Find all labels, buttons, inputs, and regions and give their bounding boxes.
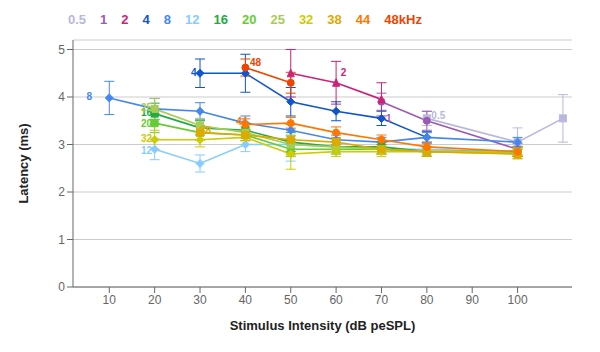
svg-text:20: 20 — [148, 293, 162, 307]
svg-text:44: 44 — [236, 116, 248, 127]
svg-text:Stimulus Intensity (dB peSPL): Stimulus Intensity (dB peSPL) — [230, 318, 416, 333]
svg-text:50: 50 — [284, 293, 298, 307]
svg-text:38: 38 — [200, 125, 212, 136]
html-text:2: 2 — [121, 11, 129, 27]
svg-text:100: 100 — [508, 293, 528, 307]
html-text:44: 44 — [355, 11, 371, 27]
html-text:8: 8 — [163, 11, 171, 27]
svg-text:Latency (ms): Latency (ms) — [16, 123, 31, 203]
html-text:25: 25 — [270, 11, 285, 27]
svg-text:0.5: 0.5 — [431, 110, 445, 121]
svg-text:3: 3 — [58, 138, 65, 152]
svg-text:20: 20 — [141, 118, 153, 129]
svg-text:70: 70 — [375, 293, 389, 307]
html-text:20: 20 — [242, 11, 257, 27]
svg-text:10: 10 — [103, 293, 117, 307]
svg-text:1: 1 — [58, 233, 65, 247]
html-text:12: 12 — [185, 11, 200, 27]
svg-text:1: 1 — [386, 113, 392, 124]
html-text:32: 32 — [298, 11, 314, 27]
html-text:4: 4 — [142, 11, 150, 27]
html-text:16: 16 — [213, 11, 228, 27]
svg-text:12: 12 — [141, 145, 153, 156]
svg-text:4: 4 — [191, 67, 197, 78]
html-text:1: 1 — [100, 11, 108, 27]
svg-text:4: 4 — [58, 90, 65, 104]
svg-text:8: 8 — [87, 91, 93, 102]
svg-text:2: 2 — [341, 67, 347, 78]
svg-text:60: 60 — [329, 293, 343, 307]
svg-text:25: 25 — [141, 102, 153, 113]
svg-text:32: 32 — [141, 133, 153, 144]
svg-text:80: 80 — [420, 293, 434, 307]
svg-text:2: 2 — [58, 185, 65, 199]
svg-text:90: 90 — [466, 293, 480, 307]
html-text:48kHz: 48kHz — [384, 11, 422, 27]
svg-text:5: 5 — [58, 43, 65, 57]
svg-text:48: 48 — [250, 57, 262, 68]
html-text:0.5: 0.5 — [68, 11, 87, 27]
svg-text:30: 30 — [193, 293, 207, 307]
svg-text:40: 40 — [239, 293, 253, 307]
svg-text:0: 0 — [58, 280, 65, 294]
html-text:38: 38 — [327, 11, 342, 27]
